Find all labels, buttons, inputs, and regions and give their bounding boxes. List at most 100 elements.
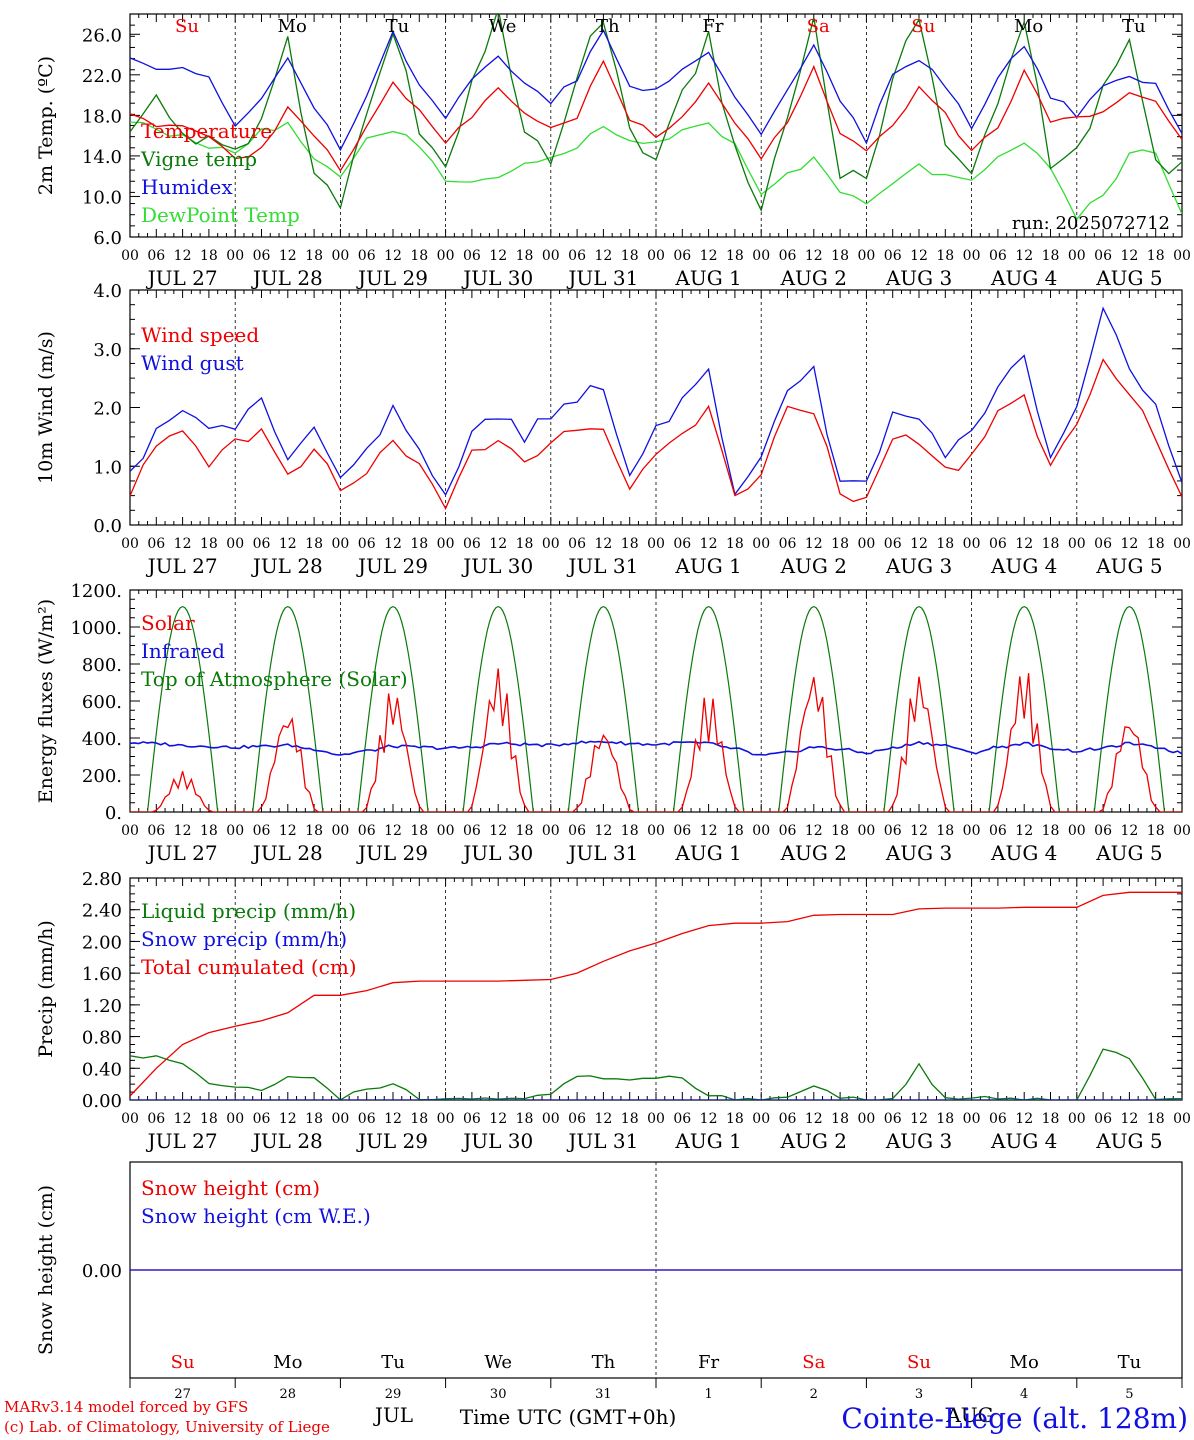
temp-hour-label: 06	[147, 248, 165, 264]
energy-hour-label: 12	[910, 823, 928, 839]
precip-hour-label: 06	[673, 1111, 691, 1127]
energy-hour-label: 06	[358, 823, 376, 839]
wind-legend-wind-speed: Wind speed	[141, 323, 259, 347]
wind-date-label: AUG 1	[674, 554, 741, 578]
wind-hour-label: 00	[963, 536, 981, 552]
energy-hour-label: 00	[331, 823, 349, 839]
energy-y-tick-label: 200.	[82, 766, 122, 787]
temp-hour-label: 12	[174, 248, 192, 264]
wind-hour-label: 18	[936, 536, 954, 552]
precip-hour-label: 06	[253, 1111, 271, 1127]
precip-date-label: JUL 27	[146, 1129, 218, 1153]
energy-hour-label: 12	[700, 823, 718, 839]
precip-hour-label: 00	[1173, 1111, 1191, 1127]
wind-hour-label: 00	[752, 536, 770, 552]
series-infrared	[130, 740, 1182, 756]
energy-hour-label: 12	[174, 823, 192, 839]
temp-hour-label: 06	[779, 248, 797, 264]
energy-date-label: JUL 27	[146, 841, 218, 865]
precip-y-tick-label: 1.60	[82, 964, 122, 985]
temp-date-label: JUL 28	[251, 266, 323, 290]
precip-hour-label: 00	[226, 1111, 244, 1127]
wind-hour-label: 00	[226, 536, 244, 552]
wind-hour-label: 18	[621, 536, 639, 552]
temp-hour-label: 06	[568, 248, 586, 264]
temp-y-tick-label: 22.0	[82, 66, 122, 87]
temp-date-label: AUG 5	[1095, 266, 1162, 290]
energy-hour-label: 06	[147, 823, 165, 839]
temp-hour-label: 00	[647, 248, 665, 264]
temp-hour-label: 00	[121, 248, 139, 264]
wind-hour-label: 12	[279, 536, 297, 552]
temp-hour-label: 00	[437, 248, 455, 264]
snow-y-axis-label: Snow height (cm)	[35, 1185, 57, 1355]
time-axis-label: Time UTC (GMT+0h)	[460, 1405, 677, 1429]
precip-hour-label: 06	[358, 1111, 376, 1127]
temp-hour-label: 12	[594, 248, 612, 264]
wind-hour-label: 00	[647, 536, 665, 552]
energy-hour-label: 18	[1042, 823, 1060, 839]
temp-hour-label: 00	[542, 248, 560, 264]
panel-snow: 0.00 Snow height (cm) Snow height (cm) Snow…	[35, 1161, 1183, 1402]
precip-hour-label: 00	[963, 1111, 981, 1127]
energy-legend-top-of-atmosphere-solar-: Top of Atmosphere (Solar)	[141, 667, 408, 691]
temp-plot-area	[130, 14, 1182, 221]
wind-hour-label: 00	[121, 536, 139, 552]
energy-hour-label: 12	[805, 823, 823, 839]
temp-hour-label: 18	[726, 248, 744, 264]
energy-date-label: JUL 29	[356, 841, 428, 865]
precip-date-label: AUG 1	[674, 1129, 741, 1153]
wind-y-tick-label: 1.0	[93, 457, 122, 478]
energy-hour-label: 06	[989, 823, 1007, 839]
month-aug: AUG	[945, 1403, 993, 1427]
energy-y-tick-label: 1200.	[70, 581, 122, 602]
wind-hour-label: 18	[200, 536, 218, 552]
wind-y-tick-label: 0.0	[93, 516, 122, 537]
wind-hour-label: 18	[305, 536, 323, 552]
precip-hour-label: 00	[647, 1111, 665, 1127]
wind-hour-label: 12	[174, 536, 192, 552]
energy-hour-label: 00	[752, 823, 770, 839]
precip-hour-label: 12	[700, 1111, 718, 1127]
wind-hour-label: 12	[1120, 536, 1138, 552]
wind-hour-label: 06	[253, 536, 271, 552]
wind-hour-label: 00	[1173, 536, 1191, 552]
precip-date-label: AUG 2	[780, 1129, 847, 1153]
precip-hour-label: 00	[437, 1111, 455, 1127]
temp-hour-label: 00	[1173, 248, 1191, 264]
day-number-label: 2	[810, 1387, 818, 1402]
energy-date-label: AUG 2	[780, 841, 847, 865]
temp-legend-temperature: Temperature	[141, 119, 272, 143]
temp-hour-label: 12	[1015, 248, 1033, 264]
panel-precip: 0.00 0.40 0.80 1.20 1.60 2.00 2.40 2.80 Precip (…	[35, 869, 1191, 1153]
credit-line-2: (c) Lab. of Climatology, University of L…	[4, 1418, 330, 1436]
snow-legend-snow-height-cm-w-e-: Snow height (cm W.E.)	[141, 1204, 371, 1228]
precip-date-label: AUG 3	[885, 1129, 952, 1153]
energy-legend-infrared: Infrared	[141, 639, 225, 663]
precip-hour-label: 06	[568, 1111, 586, 1127]
temp-hour-label: 18	[1147, 248, 1165, 264]
energy-hour-label: 12	[384, 823, 402, 839]
day-number-label: 1	[704, 1387, 712, 1402]
weekday-label: We	[489, 16, 517, 37]
precip-hour-label: 06	[1094, 1111, 1112, 1127]
energy-hour-label: 12	[1120, 823, 1138, 839]
temp-legend-humidex: Humidex	[141, 175, 233, 199]
energy-hour-label: 18	[1147, 823, 1165, 839]
temp-hour-label: 06	[463, 248, 481, 264]
precip-y-tick-label: 0.00	[82, 1091, 122, 1112]
wind-hour-label: 18	[410, 536, 428, 552]
precip-y-axis-label: Precip (mm/h)	[35, 920, 57, 1058]
energy-hour-label: 00	[121, 823, 139, 839]
energy-hour-label: 06	[884, 823, 902, 839]
snow-y-tick-label: 0.00	[82, 1261, 122, 1282]
temp-hour-label: 06	[884, 248, 902, 264]
snow-legend-snow-height-cm-: Snow height (cm)	[141, 1176, 320, 1200]
wind-date-label: AUG 2	[780, 554, 847, 578]
wind-y-tick-label: 3.0	[93, 340, 122, 361]
energy-hour-label: 00	[963, 823, 981, 839]
temp-hour-label: 18	[1042, 248, 1060, 264]
precip-date-label: JUL 30	[461, 1129, 533, 1153]
energy-legend-solar: Solar	[141, 611, 195, 635]
